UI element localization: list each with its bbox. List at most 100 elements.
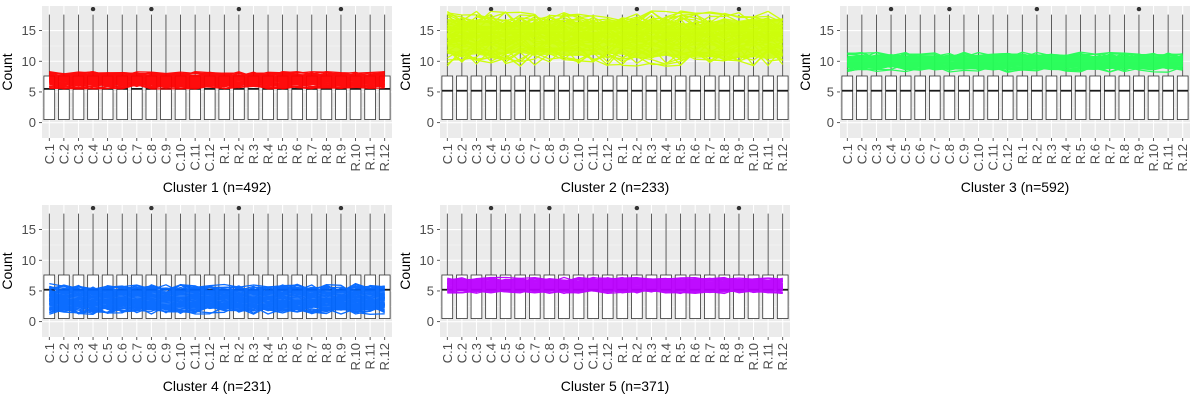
x-tick-label: R.6 — [688, 343, 703, 363]
box-body — [1162, 75, 1174, 120]
box-body — [514, 274, 527, 319]
x-tick-label: C.9 — [158, 343, 173, 363]
box-body — [718, 75, 731, 120]
box-body — [456, 75, 468, 120]
box-body — [972, 75, 985, 120]
x-tick-label: R.5 — [673, 144, 688, 164]
outlier-point — [236, 6, 242, 12]
box-body — [514, 75, 527, 120]
box-body — [856, 75, 868, 120]
box-body — [733, 75, 745, 120]
x-tick-label: C.10 — [571, 144, 586, 171]
x-tick-label: R.8 — [319, 343, 334, 363]
box-body — [958, 75, 970, 120]
x-tick-label: C.11 — [586, 343, 601, 370]
x-tick-label: C.2 — [56, 144, 71, 164]
outlier-point — [236, 205, 242, 211]
panel-title: Cluster 4 (n=231) — [163, 378, 272, 394]
box-body — [558, 75, 570, 120]
x-tick-label: R.8 — [717, 343, 732, 363]
x-tick-label: R.7 — [702, 343, 717, 363]
profile-ribbon — [447, 18, 783, 60]
box-body — [1016, 75, 1029, 120]
x-tick-label: C.9 — [556, 144, 571, 164]
y-tick-label: 10 — [22, 253, 36, 268]
box-body — [1045, 75, 1058, 120]
box-body — [1103, 75, 1116, 120]
panel-title: Cluster 1 (n=492) — [163, 179, 272, 195]
box-body — [485, 75, 497, 120]
x-tick-label: R.4 — [1059, 144, 1074, 164]
box-body — [528, 274, 541, 319]
plot-background — [42, 205, 392, 337]
box-body — [43, 75, 56, 120]
x-tick-label: C.2 — [454, 144, 469, 164]
x-tick-label: R.7 — [1102, 144, 1117, 164]
box-body — [718, 274, 731, 319]
profile-ribbon — [847, 54, 1183, 70]
x-tick-label: C.4 — [484, 343, 499, 363]
x-tick-label: R.11 — [363, 343, 378, 370]
outlier-point — [1136, 6, 1142, 12]
outlier-point — [149, 6, 154, 12]
x-tick-label: R.3 — [246, 144, 261, 164]
x-tick-label: R.12 — [775, 343, 790, 370]
x-tick-label: C.5 — [498, 343, 513, 363]
x-tick-label: R.9 — [1131, 144, 1146, 164]
box-body — [674, 75, 687, 120]
box-body — [1001, 75, 1014, 120]
box-body — [572, 75, 585, 120]
box-body — [645, 75, 658, 120]
outlier-point — [488, 6, 494, 12]
x-tick-label: R.5 — [673, 343, 688, 363]
y-tick-label: 0 — [29, 314, 36, 329]
y-tick-label: 10 — [420, 253, 434, 268]
x-tick-label: C.5 — [898, 144, 913, 164]
profile-lines — [847, 51, 1183, 73]
x-tick-label: R.1 — [217, 343, 232, 363]
box-body — [499, 274, 512, 319]
box-body — [1089, 75, 1102, 120]
y-tick-label: 10 — [420, 54, 434, 69]
x-tick-label: C.9 — [556, 343, 571, 363]
y-axis-title: Count — [797, 53, 813, 90]
box-body — [1118, 75, 1131, 120]
x-tick-label: C.10 — [173, 343, 188, 370]
x-tick-label: R.10 — [348, 343, 363, 370]
outlier-point — [547, 6, 552, 12]
x-tick-label: R.6 — [290, 144, 305, 164]
y-tick-label: 15 — [22, 222, 36, 237]
outlier-point — [634, 6, 640, 12]
box-body — [1060, 75, 1072, 120]
x-tick-label: R.1 — [1015, 144, 1030, 164]
x-tick-label: C.2 — [854, 144, 869, 164]
outlier-point — [1034, 6, 1040, 12]
x-tick-label: C.3 — [71, 144, 86, 164]
profile-lines — [49, 71, 385, 90]
box-body — [616, 274, 629, 319]
box-body — [645, 274, 658, 319]
x-tick-label: C.3 — [869, 144, 884, 164]
x-tick-label: R.7 — [304, 343, 319, 363]
box-body — [470, 274, 483, 319]
x-tick-label: C.8 — [542, 343, 557, 363]
profile-ribbon — [49, 74, 385, 87]
box-body — [689, 75, 702, 120]
box-body — [1031, 75, 1043, 120]
x-tick-label: R.12 — [1175, 144, 1190, 171]
outlier-point — [547, 205, 552, 211]
x-tick-label: R.9 — [333, 144, 348, 164]
box-body — [660, 274, 672, 319]
box-body — [528, 75, 541, 120]
box-body — [631, 75, 643, 120]
x-tick-label: C.5 — [498, 144, 513, 164]
box-body — [776, 75, 789, 120]
x-tick-label: C.12 — [600, 144, 615, 171]
box-body — [543, 274, 556, 319]
box-body — [1133, 75, 1145, 120]
outlier-point — [90, 6, 96, 12]
x-tick-label: C.10 — [571, 343, 586, 370]
x-tick-label: C.9 — [158, 144, 173, 164]
box-body — [1074, 75, 1087, 120]
